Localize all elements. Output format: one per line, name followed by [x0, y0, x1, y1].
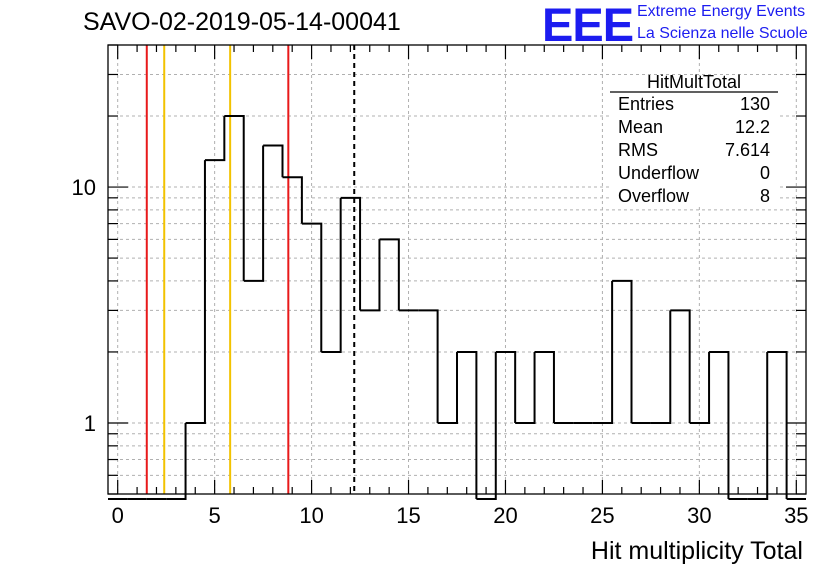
- histogram-bin: [534, 350, 555, 423]
- stats-value-mean: 12.2: [735, 117, 770, 137]
- histogram-bin: [457, 350, 478, 499]
- histogram-bin: [204, 116, 226, 162]
- x-tick-label: 10: [299, 503, 323, 528]
- histogram-bin: [670, 309, 691, 423]
- histogram-bin: [515, 351, 536, 424]
- histogram-bin: [224, 115, 245, 281]
- stats-value-rms: 7.614: [725, 140, 770, 160]
- stats-label-rms: RMS: [618, 140, 658, 160]
- histogram-bin: [650, 310, 672, 424]
- histogram-bin: [360, 239, 381, 312]
- histogram-bin: [747, 351, 769, 500]
- reference-lines: [145, 45, 356, 494]
- logo-mark: EEE: [542, 0, 634, 51]
- x-tick-label: 30: [687, 503, 711, 528]
- histogram-bin: [767, 350, 788, 499]
- histogram-bin: [301, 222, 323, 352]
- stats-label-entries: Entries: [618, 94, 674, 114]
- stats-box-frame: [610, 76, 778, 207]
- histogram-bin: [340, 196, 362, 311]
- plot-title: SAVO-02-2019-05-14-00041: [83, 8, 401, 36]
- x-tick-label: 20: [493, 503, 517, 528]
- histogram-bin: [689, 351, 711, 424]
- x-tick-label: 25: [590, 503, 614, 528]
- stats-label-overflow: Overflow: [618, 186, 690, 206]
- histogram-bin: [709, 350, 730, 499]
- plot-frame: [107, 44, 807, 495]
- stats-box: HitMultTotal Entries 130 Mean 12.2 RMS 7…: [610, 72, 778, 207]
- histogram-series: [108, 115, 806, 500]
- logo-line-2: La Scienza nelle Scuole: [637, 25, 808, 42]
- histogram-bin: [476, 351, 497, 500]
- stats-label-underflow: Underflow: [618, 163, 700, 183]
- x-tick-label: 35: [784, 503, 808, 528]
- histogram-bin: [418, 309, 439, 423]
- histogram-bin: [437, 351, 458, 424]
- stats-value-underflow: 0: [760, 163, 770, 183]
- y-tick-label: 10: [72, 175, 96, 200]
- axis-ticks: [108, 44, 806, 495]
- x-axis-label: Hit multiplicity Total: [591, 537, 803, 565]
- x-tick-label: 5: [209, 503, 221, 528]
- y-tick-label: 1: [84, 411, 96, 436]
- histogram-bin: [321, 197, 342, 353]
- histogram-bin: [592, 280, 614, 424]
- stats-value-entries: 130: [740, 94, 770, 114]
- logo-line-1: Extreme Energy Events: [637, 3, 806, 20]
- x-tick-label: 0: [112, 503, 124, 528]
- stats-value-overflow: 8: [760, 186, 770, 206]
- x-tick-label: 15: [396, 503, 420, 528]
- eee-logo: EEE Extreme Energy Events La Scienza nel…: [542, 0, 832, 51]
- histogram-bin: [495, 350, 517, 423]
- histogram-bin: [282, 176, 303, 224]
- histogram-bin: [185, 160, 206, 424]
- histogram-bin: [243, 145, 265, 282]
- histogram-bin: [612, 279, 633, 423]
- stats-label-mean: Mean: [618, 117, 663, 137]
- axis-labels: 0 5 10 15 20 25 30 35 1 10: [72, 175, 809, 528]
- histogram-bin: [166, 422, 187, 500]
- histogram-bin: [263, 144, 284, 178]
- stats-title: HitMultTotal: [647, 72, 741, 92]
- histogram-bin: [379, 238, 400, 311]
